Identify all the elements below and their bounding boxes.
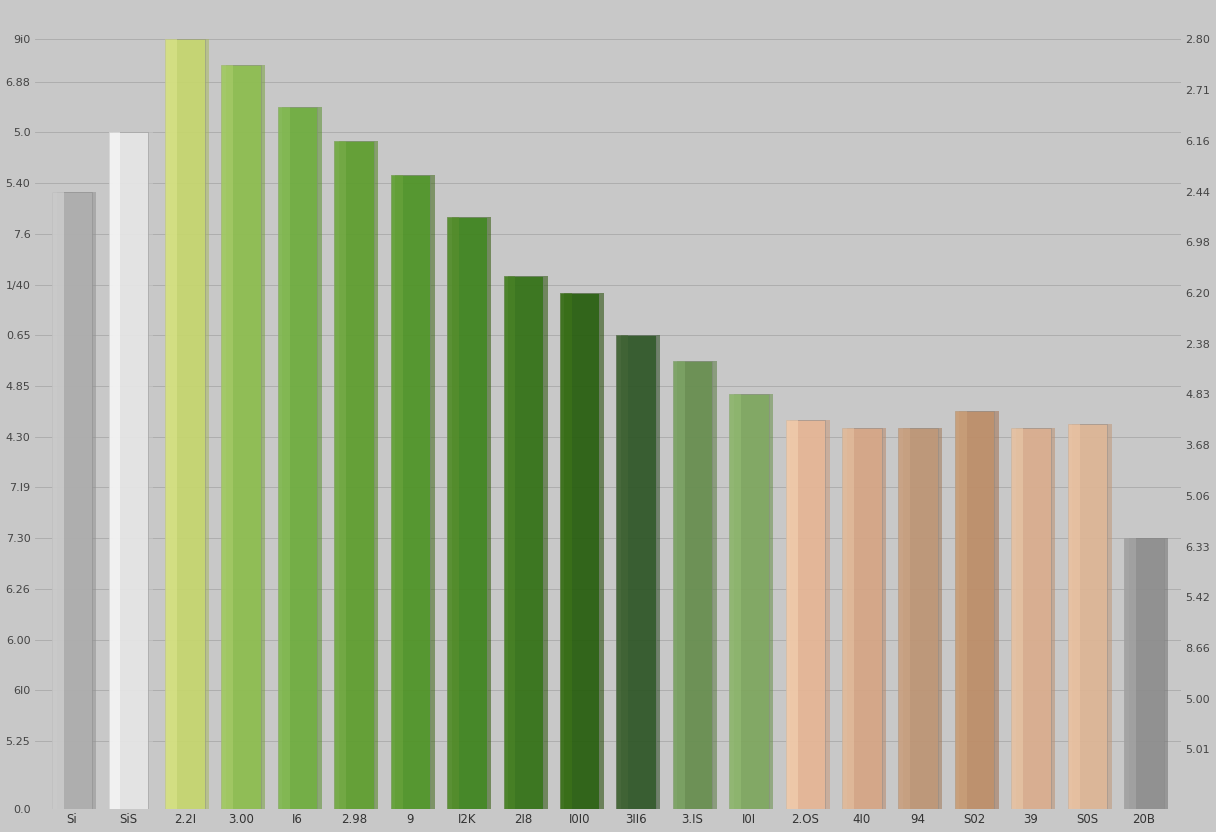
Bar — [730, 394, 769, 809]
Bar — [508, 276, 547, 809]
Bar — [786, 420, 798, 809]
Bar — [561, 293, 572, 809]
Bar — [395, 175, 435, 809]
Bar — [841, 428, 854, 809]
Bar — [730, 394, 741, 809]
Bar — [503, 276, 516, 809]
Bar — [113, 132, 153, 809]
Bar — [790, 420, 829, 809]
Bar — [278, 107, 317, 809]
Bar — [52, 191, 91, 809]
Bar — [786, 420, 826, 809]
Bar — [899, 428, 938, 809]
Bar — [1124, 538, 1164, 809]
Bar — [1124, 538, 1136, 809]
Bar — [561, 293, 599, 809]
Bar — [903, 428, 942, 809]
Bar — [617, 335, 655, 809]
Bar — [1012, 428, 1023, 809]
Bar — [221, 65, 261, 809]
Bar — [503, 276, 544, 809]
Bar — [899, 428, 911, 809]
Bar — [959, 411, 998, 809]
Bar — [1012, 428, 1051, 809]
Bar — [451, 217, 491, 809]
Bar — [1068, 424, 1080, 809]
Bar — [841, 428, 882, 809]
Bar — [677, 360, 716, 809]
Bar — [955, 411, 967, 809]
Bar — [339, 141, 378, 809]
Bar — [282, 107, 322, 809]
Bar — [447, 217, 486, 809]
Bar — [52, 191, 64, 809]
Bar — [955, 411, 995, 809]
Bar — [57, 191, 96, 809]
Bar — [226, 65, 265, 809]
Bar — [165, 39, 176, 809]
Bar — [1068, 424, 1108, 809]
Bar — [1015, 428, 1055, 809]
Bar — [278, 107, 289, 809]
Bar — [846, 428, 886, 809]
Bar — [1073, 424, 1111, 809]
Bar — [733, 394, 773, 809]
Bar — [390, 175, 402, 809]
Bar — [617, 335, 629, 809]
Bar — [447, 217, 458, 809]
Bar — [564, 293, 604, 809]
Bar — [221, 65, 233, 809]
Bar — [334, 141, 347, 809]
Bar — [672, 360, 713, 809]
Bar — [621, 335, 660, 809]
Bar — [169, 39, 209, 809]
Bar — [334, 141, 373, 809]
Bar — [390, 175, 430, 809]
Bar — [108, 132, 120, 809]
Bar — [1128, 538, 1169, 809]
Bar — [108, 132, 148, 809]
Bar — [165, 39, 204, 809]
Bar — [672, 360, 685, 809]
